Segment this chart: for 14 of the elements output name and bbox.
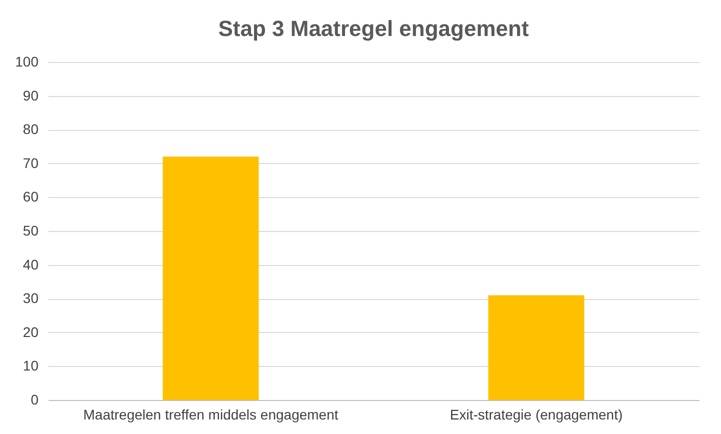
chart-title: Stap 3 Maatregel engagement	[218, 16, 530, 41]
y-tick-label: 40	[22, 256, 39, 272]
y-tick-label: 80	[22, 121, 39, 138]
y-tick-label: 20	[22, 324, 39, 340]
y-tick-label: 50	[22, 222, 39, 238]
y-tick-label: 90	[22, 87, 39, 104]
x-tick-label: Maatregelen treffen middels engagement	[83, 406, 338, 422]
x-tick-label: Exit-strategie (engagement)	[450, 406, 623, 422]
y-tick-label: 100	[15, 54, 39, 70]
y-tick-label: 60	[22, 188, 39, 205]
y-tick-label: 30	[22, 290, 39, 306]
y-tick-label: 70	[22, 154, 39, 171]
y-tick-label: 10	[22, 358, 39, 374]
y-tick-label: 0	[30, 392, 39, 408]
